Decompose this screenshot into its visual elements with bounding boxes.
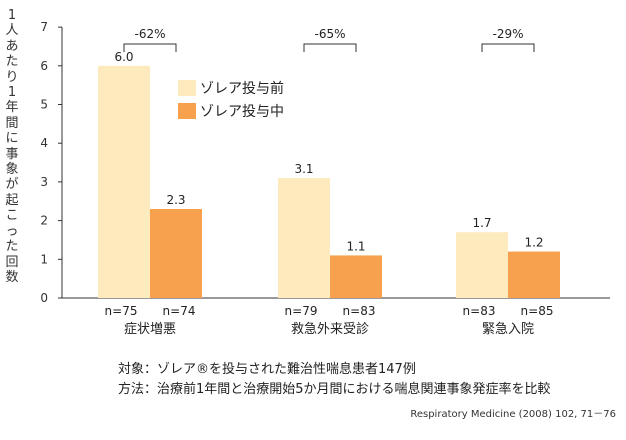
value-label: 6.0 [114, 50, 133, 64]
value-label: 3.1 [294, 162, 313, 176]
n-label: n=74 [163, 304, 196, 318]
category-label: 緊急入院 [482, 322, 534, 337]
category-label: 救急外来受診 [291, 321, 369, 337]
legend-swatch [178, 80, 196, 96]
bar [150, 208, 202, 298]
source-citation: Respiratory Medicine (2008) 102, 71－76 [410, 409, 616, 420]
value-label: 2.3 [166, 193, 185, 207]
legend-swatch [178, 103, 196, 119]
n-label: n=85 [521, 304, 554, 318]
legend-label: ゾレア投与中 [200, 104, 284, 120]
reduction-label: -65% [314, 27, 345, 41]
footer-subjects: 対象：ゾレア®を投与された難治性喘息患者147例 [118, 362, 416, 377]
y-tick-label: 6 [40, 59, 48, 73]
y-tick-label: 1 [40, 252, 48, 266]
reduction-label: -62% [134, 27, 165, 41]
n-label: n=83 [463, 304, 496, 318]
y-tick-label: 3 [40, 175, 48, 189]
y-tick-label: 0 [40, 291, 48, 305]
reduction-label: -29% [492, 27, 523, 41]
n-label: n=75 [105, 304, 138, 318]
value-label: 1.2 [524, 236, 543, 250]
bar [98, 65, 150, 298]
n-label: n=79 [285, 304, 318, 318]
reduction-bracket [123, 43, 177, 52]
reduction-bracket [303, 43, 357, 52]
category-label: 症状増悪 [124, 322, 176, 337]
y-tick-label: 2 [40, 214, 48, 228]
bar [330, 255, 382, 298]
bar [456, 232, 508, 298]
n-label: n=83 [343, 304, 376, 318]
y-tick-label: 5 [40, 98, 48, 112]
bar [278, 178, 330, 298]
reduction-bracket [481, 43, 535, 52]
y-tick-label: 7 [40, 20, 48, 34]
legend-label: ゾレア投与前 [200, 80, 284, 97]
y-tick-label: 4 [40, 136, 48, 150]
value-label: 1.1 [346, 239, 365, 253]
value-label: 1.7 [472, 216, 491, 230]
footer-method: 方法：治療前1年間と治療開始5か月間における喘息関連事象発症率を比較 [118, 382, 551, 397]
bar [508, 251, 560, 298]
